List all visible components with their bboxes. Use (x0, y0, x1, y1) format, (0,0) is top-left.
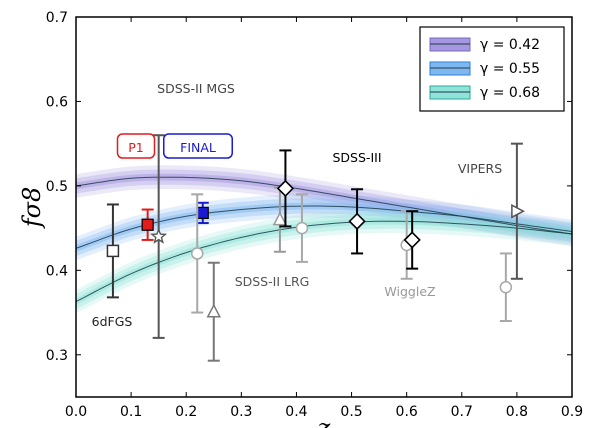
data-point-12 (499, 252, 513, 322)
y-tick-label: 0.3 (46, 348, 68, 364)
x-tick-label: 0.0 (65, 404, 87, 420)
x-axis-label: z (317, 414, 331, 428)
marker-filled-square (141, 218, 154, 231)
data-point-9 (348, 188, 366, 255)
x-tick-label: 0.3 (230, 404, 252, 420)
data-point-2 (150, 134, 168, 339)
annotation-p1: P1 (128, 140, 144, 155)
legend-label-0: γ = 0.42 (480, 37, 540, 53)
plot-frame (75, 16, 573, 398)
series-band-0 (76, 173, 572, 238)
data-point-8 (295, 193, 309, 263)
marker-circle (499, 280, 513, 294)
data-point-7 (276, 149, 295, 228)
data-point-5 (206, 261, 222, 362)
data-point-13 (510, 142, 526, 280)
data-point-3 (196, 201, 209, 225)
series-band-2 (76, 213, 572, 310)
annotation-vipers: VIPERS (458, 161, 502, 176)
annotation-final: FINAL (180, 140, 216, 155)
y-tick-label: 0.7 (46, 10, 68, 26)
annotation-box-final (163, 133, 233, 159)
axes: 0.0 0.1 0.2 0.3 0.4 0.5 0.6 0.7 0.8 0.9 0.3 0.4 0.5 0… (18, 10, 583, 428)
marker-triangle (206, 303, 222, 318)
x-tick-label: 0.5 (340, 404, 362, 420)
legend: γ = 0.42 γ = 0.55 γ = 0.68 (419, 26, 565, 112)
annotation-6dfgs: 6dFGS (92, 314, 133, 329)
x-tick-label: 0.8 (506, 404, 528, 420)
data-point-1 (141, 208, 154, 241)
marker-diamond (276, 179, 295, 198)
annotation-wigglez: WiggleZ (384, 284, 435, 299)
series-band-2 (76, 209, 572, 314)
survey-annotations: SDSS-II MGS P1 FINAL SDSS-III VIPERS SDSS-II … (92, 81, 503, 329)
marker-triangle-right (511, 203, 526, 219)
y-tick-label: 0.4 (46, 263, 68, 279)
data-point-4 (190, 193, 204, 314)
x-tick-label: 0.7 (451, 404, 473, 420)
marker-star (150, 227, 168, 244)
x-tick-label: 0.9 (561, 404, 583, 420)
data-point-11 (403, 210, 421, 270)
x-tick-label: 0.2 (175, 404, 197, 420)
data-point-0 (106, 203, 120, 299)
annotation-sdss-ii-mgs: SDSS-II MGS (157, 81, 235, 96)
x-tick-label: 0.1 (120, 404, 142, 420)
legend-label-1: γ = 0.55 (480, 61, 540, 77)
marker-diamond (403, 231, 421, 249)
annotation-box-p1 (116, 133, 156, 159)
data-points (106, 134, 526, 362)
x-tick-label: 0.4 (285, 404, 307, 420)
legend-label-2: γ = 0.68 (480, 85, 540, 101)
marker-triangle (272, 211, 288, 226)
marker-circle (190, 247, 204, 260)
marker-square (106, 244, 120, 258)
y-tick-label: 0.6 (46, 94, 68, 110)
annotation-sdss-ii-lrg: SDSS-II LRG (235, 274, 310, 289)
annotation-sdss-iii: SDSS-III (333, 150, 382, 165)
marker-diamond (348, 212, 366, 230)
y-axis-label: fσ8 (18, 187, 46, 230)
y-tick-label: 0.5 (46, 179, 68, 195)
x-tick-label: 0.6 (396, 404, 418, 420)
marker-circle (295, 221, 309, 235)
marker-filled-square (196, 206, 209, 220)
